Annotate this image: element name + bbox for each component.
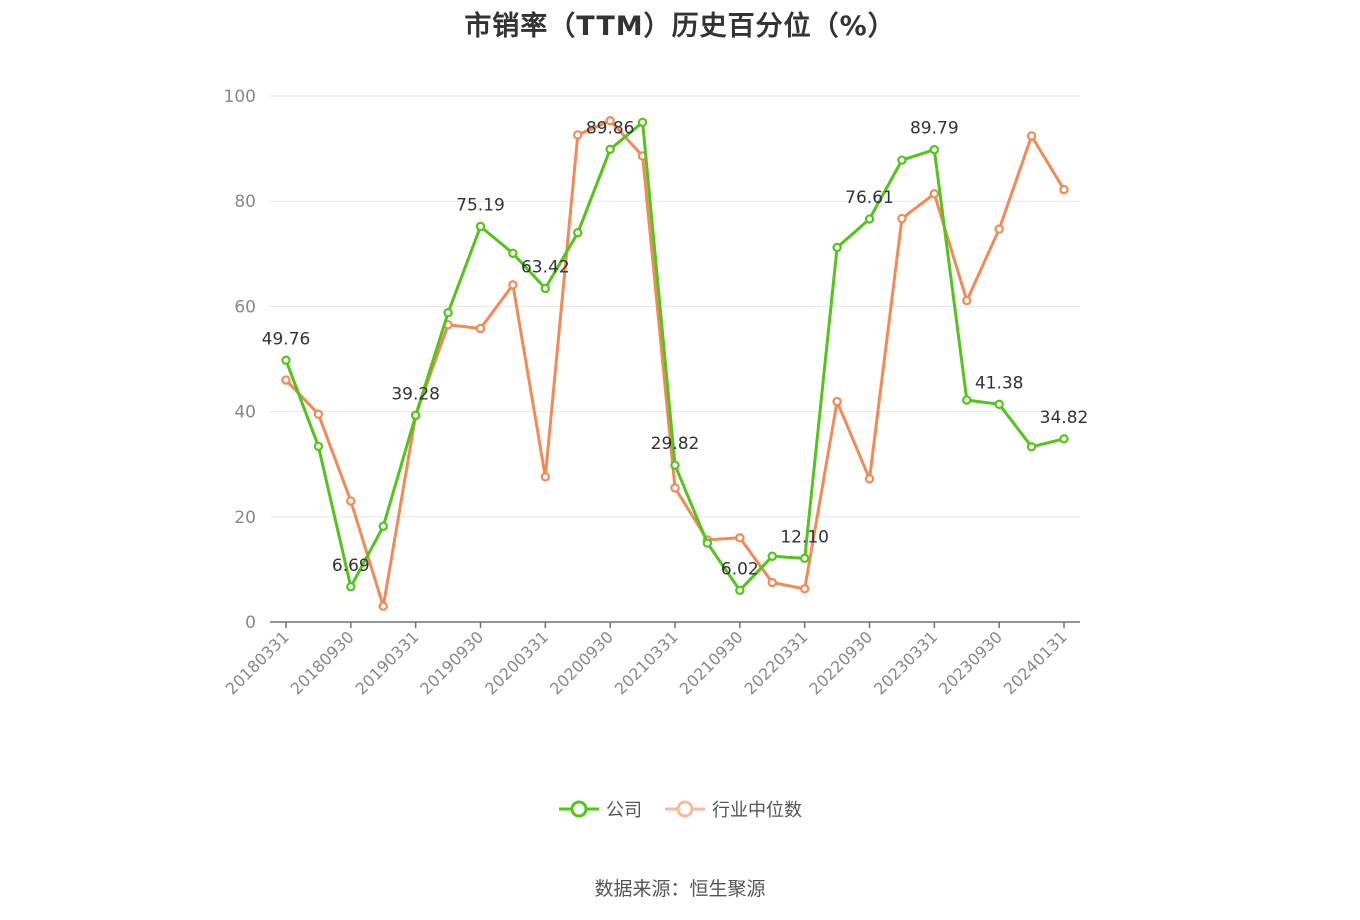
data-point-industry[interactable]: [540, 472, 551, 482]
x-tick-label: 20230331: [870, 627, 941, 698]
data-point-industry[interactable]: [962, 295, 972, 306]
data-label: 6.02: [721, 559, 759, 579]
legend-label-industry: 行业中位数: [712, 800, 802, 821]
data-point-industry[interactable]: [313, 409, 324, 419]
y-tick-label: 0: [245, 613, 256, 633]
data-point-industry[interactable]: [605, 116, 615, 126]
legend-line-marker-icon: [665, 800, 705, 818]
legend-line-marker-icon: [559, 800, 599, 818]
data-point-company[interactable]: [735, 585, 745, 596]
data-point-company[interactable]: [346, 582, 356, 592]
data-label: 63.42: [521, 257, 570, 277]
data-label: 41.38: [975, 373, 1024, 393]
data-point-company[interactable]: [573, 228, 583, 238]
data-point-company[interactable]: [508, 248, 518, 258]
data-point-company[interactable]: [962, 395, 972, 405]
data-point-company[interactable]: [929, 145, 940, 155]
y-tick-label: 80: [234, 192, 256, 212]
data-point-industry[interactable]: [897, 213, 907, 224]
data-point-company[interactable]: [475, 221, 486, 232]
data-point-industry[interactable]: [281, 375, 291, 385]
axis-layer: 0 20 40 60 80 100 2018033120180930201903312019…: [222, 87, 1080, 698]
data-point-company[interactable]: [313, 441, 324, 452]
data-label: 89.86: [586, 118, 635, 138]
data-point-industry[interactable]: [767, 577, 777, 588]
y-tick-label: 60: [234, 297, 256, 317]
data-label: 39.28: [391, 384, 440, 404]
series-layer: [281, 116, 1069, 611]
data-point-industry[interactable]: [670, 483, 680, 493]
data-point-company[interactable]: [897, 155, 907, 165]
legend: 公司 行业中位数: [0, 796, 1360, 822]
series-line-industry: [284, 119, 1066, 608]
x-tick-label: 20190331: [351, 627, 422, 698]
series-line-company: [284, 120, 1065, 592]
y-tick-label: 40: [234, 403, 256, 423]
data-point-industry[interactable]: [1026, 131, 1037, 141]
data-label: 29.82: [651, 434, 700, 454]
y-tick-label: 20: [234, 508, 256, 528]
data-label: 6.69: [332, 556, 370, 576]
data-point-company[interactable]: [994, 399, 1004, 410]
x-tick-label: 20180930: [287, 627, 358, 698]
legend-item-industry[interactable]: 行业中位数: [664, 796, 802, 822]
x-tick-label: 20200331: [481, 627, 552, 698]
data-point-company[interactable]: [378, 521, 388, 531]
data-point-company[interactable]: [832, 242, 842, 253]
data-point-company[interactable]: [443, 308, 453, 318]
legend-label-company: 公司: [606, 800, 642, 821]
y-tick-label: 100: [224, 87, 256, 107]
x-tick-label: 20180331: [222, 627, 293, 698]
legend-item-company[interactable]: 公司: [558, 796, 642, 822]
data-point-industry[interactable]: [735, 533, 745, 543]
data-point-industry[interactable]: [573, 130, 583, 140]
data-point-company[interactable]: [281, 355, 291, 365]
x-tick-label: 20230930: [935, 627, 1006, 698]
x-tick-label: 20220930: [805, 627, 876, 698]
data-point-company[interactable]: [605, 144, 615, 155]
data-point-industry[interactable]: [1059, 184, 1069, 195]
data-point-company[interactable]: [670, 460, 680, 470]
data-point-industry[interactable]: [799, 584, 810, 594]
data-point-industry[interactable]: [475, 323, 486, 334]
data-label: 76.61: [845, 188, 894, 208]
data-source: 数据来源：恒生聚源: [594, 878, 766, 900]
data-point-company[interactable]: [864, 214, 875, 224]
data-point-industry[interactable]: [929, 189, 940, 199]
data-point-industry[interactable]: [864, 474, 875, 484]
data-label: 34.82: [1040, 408, 1089, 428]
data-point-company[interactable]: [410, 410, 421, 421]
data-point-industry[interactable]: [378, 601, 388, 611]
data-point-industry[interactable]: [346, 496, 356, 506]
data-point-industry[interactable]: [994, 224, 1004, 234]
data-point-company[interactable]: [702, 538, 713, 548]
data-label: 75.19: [456, 196, 505, 216]
x-tick-label: 20190930: [416, 627, 487, 698]
data-point-company[interactable]: [1059, 434, 1069, 444]
chart-title: 市销率（TTM）历史百分位（%）: [464, 11, 896, 42]
x-tick-label: 20220331: [740, 627, 811, 698]
data-label: 49.76: [262, 329, 311, 349]
data-point-company[interactable]: [540, 283, 551, 294]
data-point-company[interactable]: [767, 551, 777, 561]
x-tick-label: 20200930: [546, 627, 617, 698]
data-point-industry[interactable]: [832, 396, 842, 407]
data-label: 12.10: [780, 527, 829, 547]
grid-layer: [270, 95, 1080, 518]
x-tick-label: 20210331: [611, 627, 682, 698]
x-tick-label: 20210930: [676, 627, 747, 698]
data-label-layer: 49.76 6.69 39.28 75.19 63.42 89.86 29.82 6.02 12…: [262, 118, 1089, 579]
x-tick-label: 20240131: [1000, 627, 1071, 698]
data-point-company[interactable]: [799, 553, 810, 564]
data-point-company[interactable]: [637, 117, 648, 128]
data-label: 89.79: [910, 119, 959, 139]
data-point-industry[interactable]: [508, 280, 518, 290]
data-point-company[interactable]: [1026, 442, 1037, 452]
